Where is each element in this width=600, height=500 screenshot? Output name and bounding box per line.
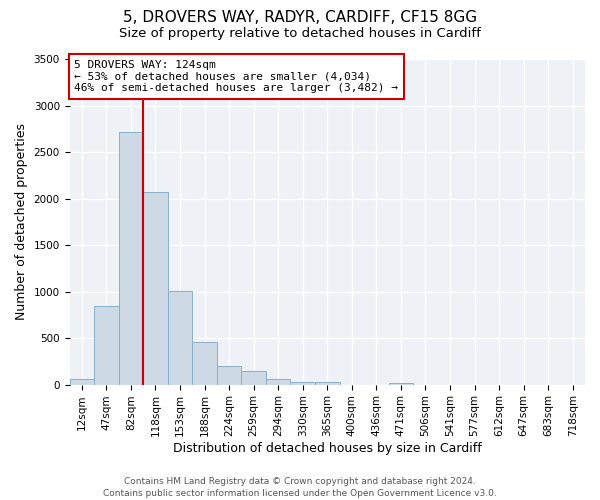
Text: Contains HM Land Registry data © Crown copyright and database right 2024.
Contai: Contains HM Land Registry data © Crown c…: [103, 476, 497, 498]
Bar: [315, 382, 340, 384]
Y-axis label: Number of detached properties: Number of detached properties: [15, 124, 28, 320]
Bar: [389, 382, 413, 384]
Bar: [119, 132, 143, 384]
Bar: [192, 342, 217, 384]
Bar: [266, 378, 290, 384]
Bar: [94, 306, 119, 384]
Bar: [143, 192, 168, 384]
Text: 5, DROVERS WAY, RADYR, CARDIFF, CF15 8GG: 5, DROVERS WAY, RADYR, CARDIFF, CF15 8GG: [123, 10, 477, 25]
Bar: [290, 382, 315, 384]
Bar: [217, 366, 241, 384]
X-axis label: Distribution of detached houses by size in Cardiff: Distribution of detached houses by size …: [173, 442, 482, 455]
Text: 5 DROVERS WAY: 124sqm
← 53% of detached houses are smaller (4,034)
46% of semi-d: 5 DROVERS WAY: 124sqm ← 53% of detached …: [74, 60, 398, 93]
Bar: [168, 290, 192, 384]
Text: Size of property relative to detached houses in Cardiff: Size of property relative to detached ho…: [119, 28, 481, 40]
Bar: [241, 370, 266, 384]
Bar: [70, 379, 94, 384]
